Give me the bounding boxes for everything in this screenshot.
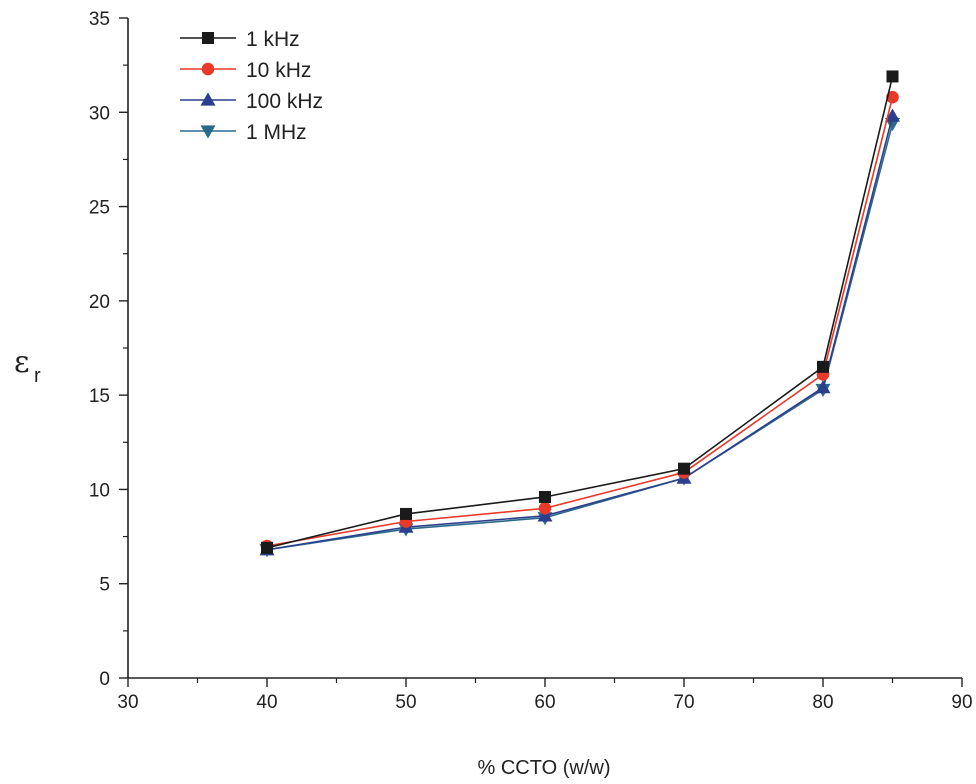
- data-point: [886, 70, 899, 83]
- series-line: [266, 97, 894, 547]
- y-tick-label: 20: [89, 292, 110, 313]
- y-tick-label: 25: [89, 198, 110, 219]
- series-line: [266, 123, 894, 551]
- legend-marker: [201, 62, 215, 76]
- axes: 30 40 50 60 70 80 90 0 5 10 15 20 25 30 35: [89, 9, 973, 713]
- legend-item: 100 kHz: [180, 90, 323, 113]
- data-point: [678, 462, 690, 475]
- series-layer: [259, 70, 900, 558]
- y-axis-title: ε r: [14, 345, 41, 387]
- x-tick-label: 80: [812, 692, 833, 713]
- legend-item: 1 MHz: [180, 121, 307, 144]
- legend-marker: [200, 125, 216, 139]
- y-axis-title-sub: r: [34, 365, 41, 387]
- y-tick-label: 5: [99, 575, 110, 596]
- legend-label: 10 kHz: [246, 59, 311, 82]
- y-tick-label: 0: [99, 669, 110, 690]
- legend-label: 1 kHz: [246, 28, 300, 51]
- x-tick-label: 70: [673, 692, 694, 713]
- y-tick-label: 15: [89, 386, 110, 407]
- y-tick-label: 35: [89, 9, 110, 30]
- data-point: [537, 508, 553, 522]
- x-tick-label: 50: [395, 692, 416, 713]
- series-1-khz: [261, 70, 899, 554]
- data-point: [261, 541, 273, 554]
- y-tick-label: 10: [89, 480, 110, 501]
- series-100-khz: [259, 108, 900, 556]
- series-1-mhz: [259, 117, 900, 558]
- data-point: [886, 90, 899, 104]
- x-tick-label: 40: [256, 692, 277, 713]
- x-tick-label: 90: [951, 692, 972, 713]
- legend-label: 100 kHz: [246, 90, 323, 113]
- series-10-khz: [260, 90, 899, 553]
- x-axis-title: % CCTO (w/w): [478, 757, 611, 779]
- legend-item: 1 kHz: [180, 28, 300, 51]
- data-point: [538, 501, 552, 515]
- legend: 1 kHz 10 kHz 100 kHz 1 MHz: [180, 28, 323, 144]
- x-tick-label: 60: [534, 692, 555, 713]
- legend-marker: [200, 92, 216, 106]
- legend-label: 1 MHz: [246, 121, 307, 144]
- data-point: [400, 507, 412, 520]
- legend-item: 10 kHz: [180, 59, 311, 82]
- series-line: [266, 76, 894, 549]
- series-line: [266, 115, 894, 551]
- data-point: [885, 108, 900, 122]
- x-tick-label: 30: [117, 692, 138, 713]
- y-axis-title-main: ε: [14, 345, 30, 380]
- data-point: [815, 380, 831, 394]
- legend-marker: [202, 32, 214, 44]
- data-point: [539, 490, 551, 503]
- y-tick-label: 30: [89, 103, 110, 124]
- data-point: [817, 360, 829, 373]
